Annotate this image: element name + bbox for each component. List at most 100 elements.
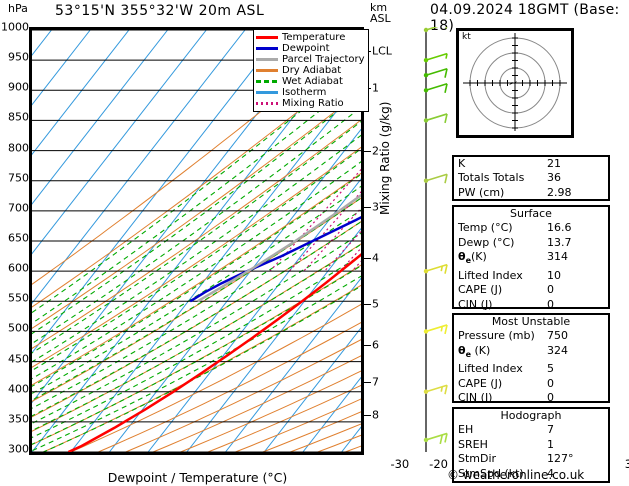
legend-item: Dry Adiabat: [256, 65, 365, 76]
temperature-tick-label: 30: [624, 457, 629, 471]
panel-row-label: Lifted Index: [458, 268, 523, 282]
pressure-tick-label: 950: [8, 50, 29, 64]
legend-color-swatch: [256, 36, 278, 39]
legend-label: Wet Adiabat: [282, 75, 343, 87]
x-axis-title: Dewpoint / Temperature (°C): [107, 470, 288, 485]
dry-adiabat-line: [152, 355, 361, 452]
panel-row-value: 2.98: [547, 185, 572, 199]
dry-adiabat-line: [32, 243, 361, 432]
dry-adiabat-line: [32, 264, 361, 446]
height-tick-label: 7: [372, 375, 379, 389]
panel-row-value: 16.6: [547, 221, 572, 235]
panel-row-label: CAPE (J): [458, 376, 503, 390]
panel-row-label: StmSpd (kt): [458, 466, 524, 480]
wind-barb: [423, 83, 448, 93]
panel-row-value: 10: [547, 268, 561, 282]
wind-barb: [423, 67, 448, 78]
pressure-unit-label: hPa: [8, 2, 28, 15]
panel-title: Hodograph: [500, 409, 562, 422]
panel-row-label: EH: [458, 423, 474, 437]
legend-item: Isotherm: [256, 87, 365, 98]
wind-barb: [423, 52, 448, 63]
legend-item: Temperature: [256, 32, 365, 43]
panel-row-value: 0: [547, 376, 554, 390]
legend-label: Parcel Trajectory: [282, 53, 365, 65]
panel-row: CAPE (J) 0: [454, 283, 608, 297]
legend-label: Dry Adiabat: [282, 64, 342, 76]
panel-row-value: 0: [547, 283, 554, 297]
height-tick-mark: [364, 382, 371, 384]
panel-row-value: 13.7: [547, 235, 572, 249]
legend-label: Temperature: [282, 31, 346, 43]
pressure-tick-label: 700: [8, 201, 29, 215]
chart-legend: Temperature Dewpoint Parcel Trajectory Dry …: [253, 29, 369, 112]
legend-item: Dewpoint: [256, 43, 365, 54]
wind-barb: [423, 173, 448, 184]
height-tick-mark: [364, 150, 371, 152]
panel-row: Temp (°C) 16.6: [454, 221, 608, 235]
panel-row-value: 0: [547, 391, 554, 405]
dry-adiabat-line: [70, 303, 361, 452]
panel-row-label: θe (K): [458, 343, 491, 359]
series-temperature: [67, 253, 361, 452]
panel-row-value: 314: [547, 250, 568, 264]
height-tick-label: 3: [372, 200, 379, 214]
model-run-title: 04.09.2024 18GMT (Base: 18): [430, 2, 620, 34]
panel-row-label: Temp (°C): [458, 221, 513, 235]
pressure-tick-label: 450: [8, 352, 29, 366]
panel-title: Most Unstable: [491, 315, 571, 328]
height-tick-mark: [364, 415, 371, 417]
pressure-tick-label: 800: [8, 141, 29, 155]
wind-barb: [423, 113, 448, 124]
wet-adiabat-line: [32, 275, 361, 452]
wind-barb: [423, 263, 448, 274]
panel-row-value: 21: [547, 157, 561, 170]
legend-label: Mixing Ratio: [282, 97, 344, 109]
isotherm-line: [263, 327, 361, 452]
panel-row-label: StmDir: [458, 452, 497, 466]
panel-row: PW (cm) 2.98: [454, 186, 608, 200]
panel-row: Totals Totals 36: [454, 171, 608, 185]
temperature-tick-label: -30: [390, 457, 410, 471]
panel-row-label: PW (cm): [458, 185, 505, 199]
panel-row-value: 7: [547, 423, 554, 437]
height-tick-mark: [364, 304, 371, 306]
legend-label: Dewpoint: [282, 42, 330, 54]
station-coordinates-title: 53°15'N 355°32'W 20m ASL: [55, 3, 265, 19]
height-tick-label: 8: [372, 408, 379, 422]
panel-row: CAPE (J) 0: [454, 377, 608, 391]
height-unit-line2: ASL: [370, 12, 391, 25]
panel-row-value: 1: [547, 437, 554, 451]
wind-barb: [423, 432, 448, 445]
hodograph-unit-label: kt: [462, 32, 471, 42]
panel-row: θe(K) 314: [454, 250, 608, 269]
dry-adiabat-line: [98, 321, 361, 452]
isotherm-line: [302, 376, 361, 452]
temperature-axis: -30-20-10010203040: [0, 457, 629, 471]
pressure-tick-label: 850: [8, 110, 29, 124]
panel-row-value: 36: [547, 171, 561, 185]
mixing-ratio-axis-title: Mixing Ratio (g/kg): [378, 101, 392, 215]
panel-row-label: SREH: [458, 437, 488, 451]
isotherm-line: [32, 30, 91, 106]
panel-row-label: CIN (J): [458, 297, 493, 311]
wind-barb-column: [423, 27, 448, 452]
panel-row: θe (K) 324: [454, 344, 608, 363]
height-tick-label: 2: [372, 144, 379, 158]
panel-row: CIN (J) 0: [454, 298, 608, 312]
dry-adiabat-line: [262, 411, 361, 452]
panel-row: Pressure (mb) 750: [454, 329, 608, 343]
panel-row-label: Dewp (°C): [458, 235, 515, 249]
stability-indices-panel: K 21 Totals Totals 36 PW (cm) 2.98: [452, 155, 610, 201]
panel-row-label: θe(K): [458, 250, 487, 266]
legend-item: Parcel Trajectory: [256, 54, 365, 65]
hodograph-stats-panel: Hodograph EH 7 SREH 1 StmDir 127° StmSpd (kt) 4: [452, 407, 610, 483]
pressure-tick-label: 400: [8, 382, 29, 396]
panel-row: SREH 1: [454, 438, 608, 452]
panel-row-label: CAPE (J): [458, 283, 503, 297]
height-unit-label: km ASL: [370, 2, 391, 24]
wet-adiabat-line: [32, 173, 361, 387]
panel-row-value: 324: [547, 343, 568, 357]
legend-label: Isotherm: [282, 86, 327, 98]
pressure-tick-label: 900: [8, 80, 29, 94]
